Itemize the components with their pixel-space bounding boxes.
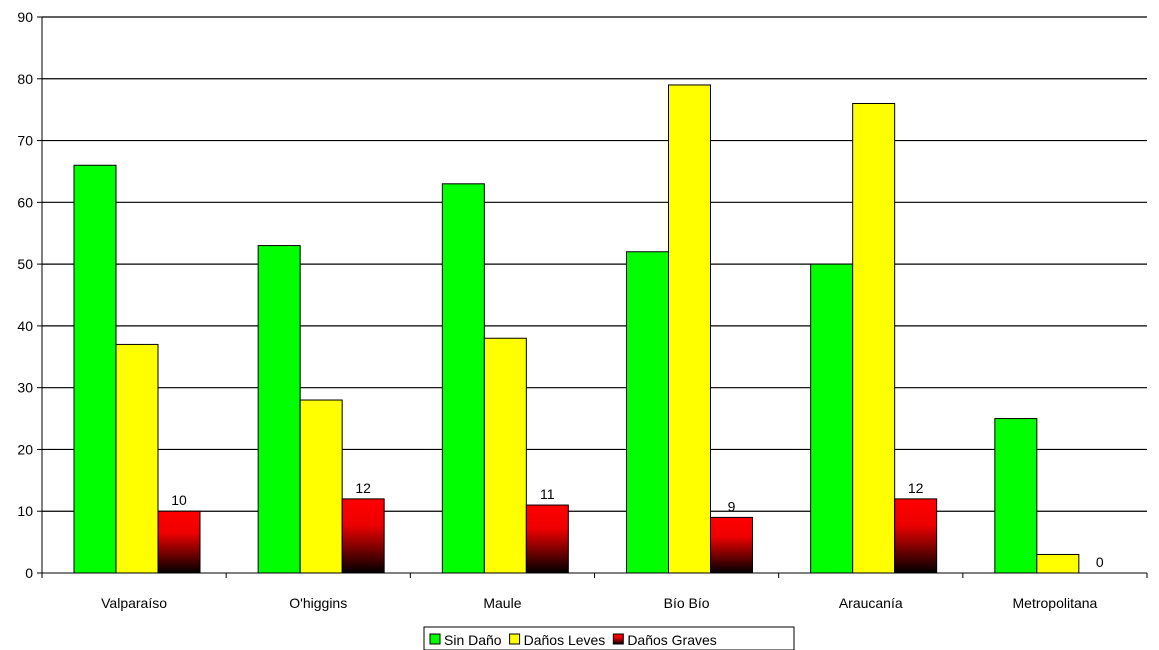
bar bbox=[710, 516, 753, 574]
data-label: 10 bbox=[171, 492, 187, 508]
bar bbox=[157, 510, 201, 574]
bar bbox=[810, 263, 854, 574]
bar bbox=[115, 343, 159, 574]
y-tick-label: 40 bbox=[17, 318, 33, 334]
gridlines bbox=[42, 16, 1147, 512]
y-tick-label: 80 bbox=[17, 71, 33, 87]
legend-swatch bbox=[429, 633, 441, 645]
category-label: Maule bbox=[483, 595, 521, 611]
legend: Sin Daño Daños Leves Daños Graves bbox=[423, 626, 795, 650]
y-tick-label: 20 bbox=[17, 441, 33, 457]
bar bbox=[483, 337, 527, 574]
y-tick-label: 30 bbox=[17, 380, 33, 396]
bar bbox=[441, 183, 485, 574]
bar bbox=[852, 102, 896, 574]
y-tick-label: 50 bbox=[17, 256, 33, 272]
legend-label: Sin Daño bbox=[444, 632, 502, 648]
labels: 010203040506070809010Valparaíso12O'higgi… bbox=[17, 9, 1104, 611]
y-tick-label: 0 bbox=[25, 565, 33, 581]
y-tick-label: 70 bbox=[17, 133, 33, 149]
axes bbox=[37, 16, 1148, 578]
category-label: Araucanía bbox=[839, 595, 903, 611]
data-label: 12 bbox=[908, 480, 924, 496]
data-label: 0 bbox=[1096, 554, 1104, 570]
data-label: 9 bbox=[728, 498, 736, 514]
bar bbox=[341, 498, 385, 574]
bar bbox=[299, 399, 343, 574]
y-tick-label: 10 bbox=[17, 503, 33, 519]
legend-swatch bbox=[509, 633, 521, 645]
legend-swatch bbox=[612, 633, 624, 645]
data-label: 11 bbox=[540, 486, 555, 502]
category-label: Valparaíso bbox=[101, 595, 167, 611]
y-tick-label: 60 bbox=[17, 194, 33, 210]
category-label: Bío Bío bbox=[664, 595, 710, 611]
legend-label: Daños Graves bbox=[627, 632, 716, 648]
bar bbox=[994, 418, 1038, 574]
bar bbox=[1036, 553, 1080, 574]
bar bbox=[894, 498, 938, 574]
bar bbox=[668, 84, 711, 574]
legend-label: Daños Leves bbox=[524, 632, 606, 648]
bar bbox=[626, 251, 669, 574]
bar bbox=[257, 245, 301, 574]
category-label: O'higgins bbox=[289, 595, 347, 611]
bar bbox=[525, 504, 569, 574]
bar bbox=[73, 164, 117, 574]
y-tick-label: 90 bbox=[17, 9, 33, 25]
data-label: 12 bbox=[355, 480, 371, 496]
category-label: Metropolitana bbox=[1013, 595, 1098, 611]
bars bbox=[73, 84, 1080, 574]
